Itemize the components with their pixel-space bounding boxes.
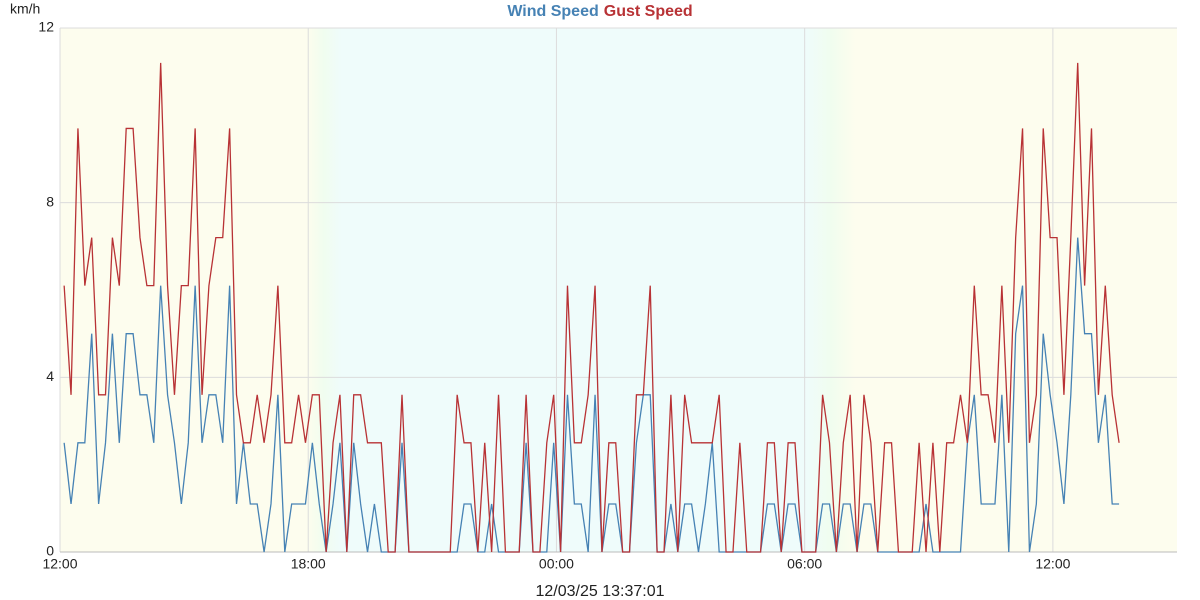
y-tick-label: 4 [46, 368, 54, 384]
x-axis-label: 12/03/25 13:37:01 [535, 583, 664, 600]
plot-background [60, 28, 1177, 552]
y-tick-label: 8 [46, 193, 54, 209]
y-tick-label: 0 [46, 543, 54, 559]
legend: Wind Speed Gust Speed [507, 3, 692, 20]
x-tick-label: 00:00 [539, 556, 574, 572]
x-tick-label: 06:00 [787, 556, 822, 572]
legend-entry: Gust Speed [604, 3, 693, 20]
x-tick-label: 12:00 [42, 556, 77, 572]
y-axis-label: km/h [10, 1, 40, 17]
x-tick-label: 12:00 [1035, 556, 1070, 572]
series-line [63, 62, 1120, 553]
x-tick-label: 18:00 [291, 556, 326, 572]
legend-entry: Wind Speed [507, 3, 598, 20]
y-tick-label: 12 [38, 19, 54, 35]
series-line [63, 237, 1120, 553]
